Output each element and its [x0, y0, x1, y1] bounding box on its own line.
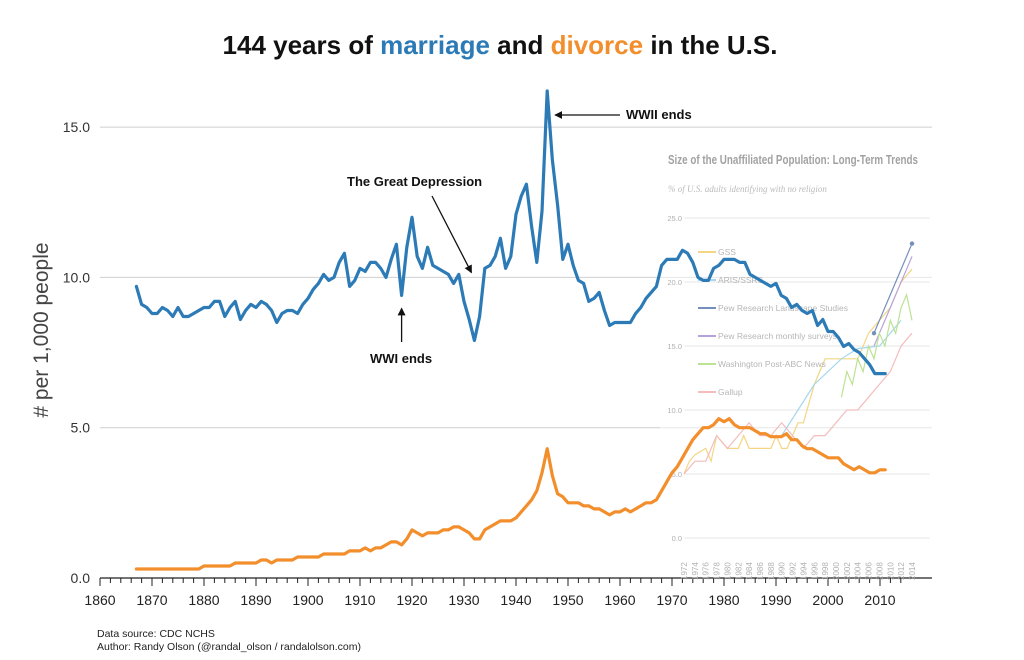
inset-series-line: [781, 320, 902, 436]
inset-series-point: [871, 331, 877, 336]
inset-y-tick-label: 20.0: [667, 278, 682, 287]
chart-title: 144 years of marriage and divorce in the…: [0, 30, 1000, 61]
x-tick-label: 1930: [448, 592, 479, 608]
annotation-wwi: WWI ends: [370, 351, 432, 366]
author-text: Author: Randy Olson (@randal_olson / ran…: [97, 641, 361, 653]
y-axis-label: # per 1,000 people: [30, 242, 53, 417]
title-marriage-word: marriage: [380, 30, 490, 60]
inset-x-tick-label: 1990: [778, 562, 787, 580]
inset-y-tick-label: 25.0: [667, 214, 682, 223]
x-tick-label: 1970: [656, 592, 687, 608]
inset-x-tick-label: 1988: [767, 562, 776, 580]
x-tick-label: 1910: [344, 592, 375, 608]
x-tick-label: 1880: [188, 592, 219, 608]
inset-x-tick-label: 2012: [897, 562, 906, 580]
x-tick-label: 1860: [84, 592, 115, 608]
inset-x-tick-label: 1996: [810, 562, 819, 580]
inset-x-tick-label: 2008: [875, 562, 884, 580]
inset-legend-label: Pew Research Landscape Studies: [718, 303, 848, 313]
inset-series-line: [873, 256, 913, 347]
x-tick-label: 2010: [864, 592, 895, 608]
inset-y-tick-label: 10.0: [667, 406, 682, 415]
x-tick-label: 1980: [708, 592, 739, 608]
x-tick-label: 1950: [552, 592, 583, 608]
inset-background: [660, 140, 932, 576]
title-part-2: and: [489, 30, 551, 60]
data-source-text: Data source: CDC NCHS: [97, 628, 215, 640]
y-tick-label: 5.0: [71, 420, 91, 436]
inset-y-tick-label: 5.0: [672, 470, 682, 479]
x-tick-label: 1870: [136, 592, 167, 608]
title-divorce-word: divorce: [550, 30, 644, 60]
inset-x-tick-label: 1980: [723, 562, 732, 580]
inset-x-tick-label: 1978: [713, 562, 722, 580]
inset-x-tick-label: 1984: [745, 562, 754, 580]
inset-x-tick-label: 1974: [691, 562, 700, 580]
x-tick-label: 1960: [604, 592, 635, 608]
x-tick-label: 1940: [500, 592, 531, 608]
y-tick-label: 0.0: [71, 570, 91, 586]
title-part-3: in the U.S.: [643, 30, 778, 60]
annotation-great-depression-arrow: [431, 195, 472, 274]
y-tick-label: 10.0: [63, 269, 90, 285]
inset-legend-label: Washington Post-ABC News: [718, 359, 826, 369]
inset-series-point: [909, 241, 915, 246]
marriage-line: [134, 89, 887, 376]
inset-x-tick-label: 2010: [886, 562, 895, 580]
inset-chart: Size of the Unaffiliated Population: Lon…: [660, 140, 932, 580]
annotation-wwii: WWII ends: [626, 107, 692, 122]
inset-legend-label: Gallup: [718, 387, 743, 397]
footer: Data source: CDC NCHS Author: Randy Olso…: [97, 628, 361, 654]
y-tick-label: 15.0: [63, 119, 90, 135]
inset-series-line: [840, 292, 913, 398]
inset-y-tick-label: 15.0: [667, 342, 682, 351]
inset-x-tick-label: 1986: [756, 562, 765, 580]
inset-x-tick-label: 1982: [734, 562, 743, 580]
inset-subtitle: % of U.S. adults identifying with no rel…: [668, 184, 827, 194]
inset-legend-label: GSS: [718, 247, 736, 257]
inset-x-tick-label: 1972: [680, 562, 689, 580]
inset-series-line: [873, 243, 913, 334]
inset-x-tick-label: 2004: [854, 562, 863, 580]
x-tick-label: 1990: [760, 592, 791, 608]
x-tick-label: 1890: [240, 592, 271, 608]
inset-x-tick-label: 1994: [799, 562, 808, 580]
inset-x-tick-label: 1998: [821, 562, 830, 580]
x-tick-label: 1900: [292, 592, 323, 608]
inset-x-tick-label: 1992: [789, 562, 798, 580]
divorce-line: [134, 417, 887, 571]
inset-title: Size of the Unaffiliated Population: Lon…: [668, 153, 918, 167]
inset-y-tick-label: 0.0: [672, 534, 682, 543]
inset-x-tick-label: 2002: [843, 562, 852, 580]
x-tick-label: 1920: [396, 592, 427, 608]
inset-series-line: [683, 268, 913, 475]
inset-x-tick-label: 2014: [908, 562, 917, 580]
annotation-great-depression: The Great Depression: [347, 174, 482, 189]
inset-x-tick-label: 1976: [702, 562, 711, 580]
inset-x-tick-label: 2000: [832, 562, 841, 580]
inset-legend-label: ARIS/SSRS: [718, 275, 764, 285]
x-tick-label: 2000: [812, 592, 843, 608]
title-part-1: 144 years of: [222, 30, 381, 60]
inset-x-tick-label: 2006: [865, 562, 874, 580]
inset-legend-label: Pew Research monthly surveys: [718, 331, 837, 341]
